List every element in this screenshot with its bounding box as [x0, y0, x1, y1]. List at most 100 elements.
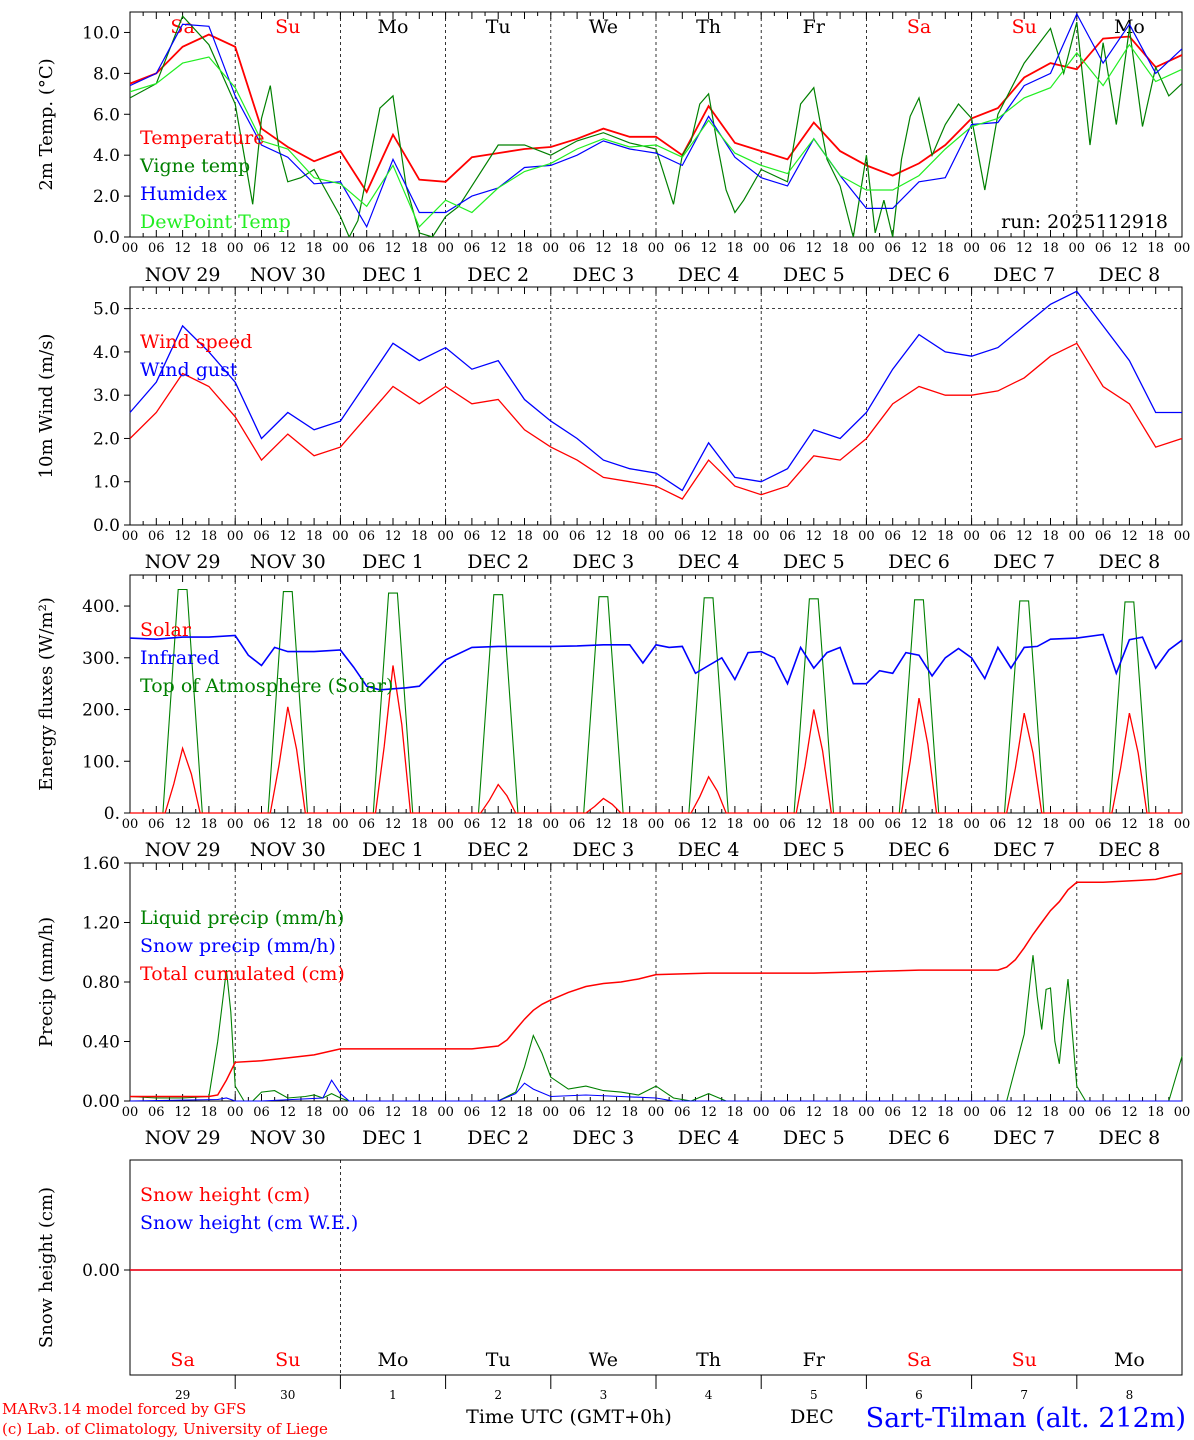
- day-abbr: Sa: [170, 1349, 194, 1371]
- solar-day: [656, 775, 762, 814]
- day-number: 4: [705, 1388, 713, 1402]
- day-abbr: Th: [696, 16, 721, 38]
- legend-entry: Snow precip (mm/h): [140, 935, 336, 957]
- y-tick-label: 1.20: [82, 914, 120, 934]
- hour-tick-label: 12: [1121, 529, 1138, 544]
- hour-tick-label: 00: [963, 529, 980, 544]
- infrared-line: [129, 633, 1183, 691]
- hour-tick-label: 12: [1016, 241, 1033, 256]
- hour-tick-label: 06: [1095, 817, 1112, 832]
- day-number: 6: [915, 1388, 923, 1402]
- hour-tick-label: 12: [385, 529, 402, 544]
- hour-tick-label: 06: [358, 817, 375, 832]
- humidex-line: [130, 12, 1182, 229]
- y-axis-title: Precip (mm/h): [36, 917, 57, 1047]
- hour-tick-label: 00: [753, 529, 770, 544]
- date-label: DEC 8: [1099, 1127, 1161, 1149]
- legend-entry: Temperature: [140, 127, 264, 149]
- hour-tick-label: 18: [411, 241, 428, 256]
- hour-tick-label: 12: [911, 529, 928, 544]
- total-cumulated-cm-line: [130, 872, 1183, 1098]
- hour-tick-label: 06: [358, 1105, 375, 1120]
- day-abbr: Sa: [907, 1349, 931, 1371]
- hour-tick-label: 12: [700, 1105, 717, 1120]
- y-tick-label: 0.40: [82, 1033, 120, 1053]
- hour-tick-label: 12: [806, 817, 823, 832]
- panel-precip: 00 06 12 18 NOV 29 00 06 12 18 NOV 30 00 06 12 18 DEC …: [36, 854, 1190, 1149]
- legend-entry: Infrared: [140, 647, 220, 669]
- hour-tick-label: 18: [1147, 241, 1164, 256]
- hour-tick-label: 12: [1016, 1105, 1033, 1120]
- hour-tick-label: 06: [779, 529, 796, 544]
- hour-tick-label: 06: [1095, 241, 1112, 256]
- hour-tick-label: 12: [700, 529, 717, 544]
- hour-tick-label: 18: [411, 529, 428, 544]
- hour-tick-label: 00: [332, 529, 349, 544]
- hour-tick-label: 00: [122, 817, 139, 832]
- legend-entry: Liquid precip (mm/h): [140, 907, 344, 929]
- panel-wind: 00 06 12 18 NOV 29 00 06 12 18 NOV 30 00 06 12 18 DEC …: [36, 286, 1190, 573]
- date-label: DEC 2: [467, 551, 529, 573]
- footer: MARv3.14 model forced by GFS (c) Lab. of …: [2, 1400, 1186, 1438]
- date-label: DEC 4: [678, 264, 740, 286]
- date-label: DEC 2: [467, 264, 529, 286]
- y-tick-label: 300.: [82, 649, 120, 669]
- hour-tick-label: 06: [253, 817, 270, 832]
- hour-tick-label: 12: [490, 529, 507, 544]
- hour-tick-label: 12: [490, 241, 507, 256]
- station-name: Sart-Tilman (alt. 212m): [866, 1403, 1186, 1434]
- y-tick-label: 0.0: [93, 228, 120, 248]
- date-label: NOV 30: [250, 1127, 326, 1149]
- date-label: NOV 30: [250, 264, 326, 286]
- day-abbr: Su: [275, 1349, 300, 1371]
- date-label: NOV 30: [250, 551, 326, 573]
- panel-frame: [129, 286, 1183, 526]
- day-abbr: Sa: [907, 16, 931, 38]
- hour-tick-label: 00: [437, 529, 454, 544]
- hour-tick-label: 00: [648, 529, 665, 544]
- date-label: DEC 3: [573, 839, 635, 861]
- hour-tick-label: 18: [411, 817, 428, 832]
- hour-tick-label: 18: [306, 529, 323, 544]
- hour-tick-label: 12: [385, 817, 402, 832]
- hour-tick-label: 06: [779, 241, 796, 256]
- hour-tick-label: 18: [516, 241, 533, 256]
- temperature-series: [130, 12, 1182, 237]
- y-axis-title: Energy fluxes (W/m²): [36, 597, 57, 791]
- hour-tick-label: 00: [858, 241, 875, 256]
- date-label: DEC 8: [1099, 839, 1161, 861]
- hour-tick-label: 00: [648, 1105, 665, 1120]
- hour-tick-label: 18: [516, 817, 533, 832]
- hour-tick-label: 00: [963, 1105, 980, 1120]
- day-number: 7: [1020, 1388, 1028, 1402]
- toa-solar-day: [340, 592, 446, 814]
- model-credit: MARv3.14 model forced by GFS: [2, 1400, 246, 1418]
- toa-solar-day: [445, 594, 551, 814]
- liquid-precip-mm-h-line: [129, 955, 1183, 1102]
- hour-tick-label: 00: [753, 1105, 770, 1120]
- hour-tick-label: 06: [253, 529, 270, 544]
- hour-tick-label: 12: [806, 529, 823, 544]
- hour-tick-label: 06: [779, 1105, 796, 1120]
- hour-tick-label: 06: [148, 817, 165, 832]
- hour-tick-label: 18: [727, 529, 744, 544]
- hour-tick-label: 12: [595, 1105, 612, 1120]
- hour-tick-label: 18: [1147, 817, 1164, 832]
- date-label: DEC 2: [467, 1127, 529, 1149]
- hour-tick-label: 00: [1069, 1105, 1086, 1120]
- hour-tick-label: 06: [464, 817, 481, 832]
- date-label: DEC 6: [888, 839, 950, 861]
- hour-tick-label: 18: [1042, 817, 1059, 832]
- hour-tick-label: 12: [595, 529, 612, 544]
- hour-tick-label: 18: [516, 529, 533, 544]
- hour-tick-label: 12: [806, 241, 823, 256]
- hour-tick-label: 18: [201, 817, 218, 832]
- solar-day: [550, 797, 656, 814]
- hour-tick-label: 12: [280, 817, 297, 832]
- toa-solar-day: [971, 600, 1077, 814]
- y-tick-label: 6.0: [93, 105, 120, 125]
- panel-energy: 00 06 12 18 NOV 29 00 06 12 18 NOV 30 00 06 12 18 DEC …: [36, 574, 1190, 861]
- hour-tick-label: 12: [700, 817, 717, 832]
- hour-tick-label: 12: [490, 1105, 507, 1120]
